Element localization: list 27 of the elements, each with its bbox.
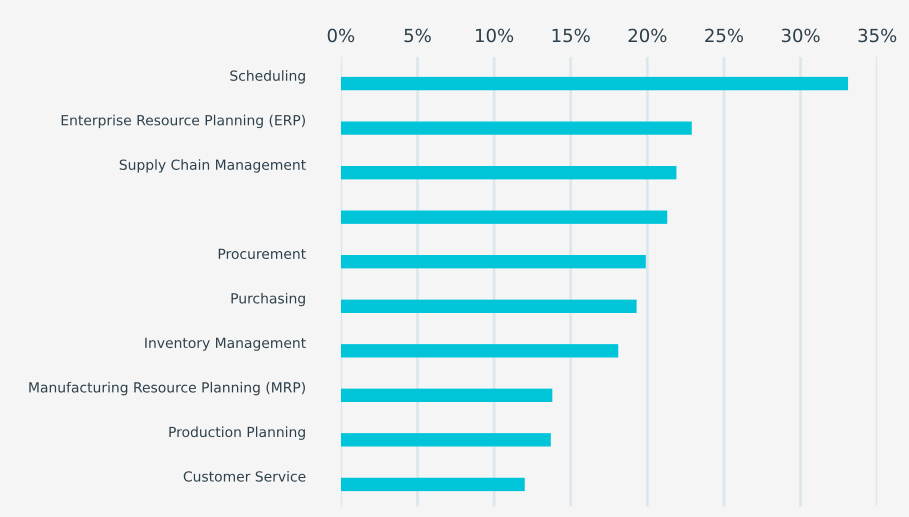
bar	[340, 210, 668, 224]
bar	[340, 121, 692, 135]
y-tick-label: Supply Chain Management	[120, 159, 306, 173]
y-tick-label: Manufacturing Resource Planning (MRP)	[29, 382, 305, 396]
bar	[340, 76, 848, 90]
bar	[340, 344, 618, 358]
bar	[340, 388, 552, 402]
x-tick-label: 0%	[328, 28, 354, 42]
y-tick-label: Purchasing	[232, 292, 305, 306]
x-tick-label: 5%	[404, 28, 431, 42]
y-tick-label: Procurement	[218, 248, 306, 260]
x-tick-label: 30%	[782, 28, 820, 42]
y-tick-label: Enterprise Resource Planning (ERP)	[62, 114, 305, 128]
x-tick-label: 35%	[858, 28, 896, 42]
x-tick-label: 15%	[552, 28, 590, 42]
y-tick-label: Customer Service	[184, 470, 306, 482]
bar	[340, 433, 551, 447]
bar	[340, 478, 525, 492]
bar	[340, 166, 676, 180]
y-tick-label: Inventory Management	[145, 338, 306, 351]
x-tick-label: 20%	[628, 28, 666, 42]
x-tick-label: 25%	[705, 28, 744, 42]
x-tick-label: 10%	[476, 28, 514, 42]
bar	[340, 300, 637, 313]
y-tick-label: Production Planning	[169, 426, 305, 440]
y-tick-label: Scheduling	[230, 70, 305, 84]
bar	[340, 255, 646, 268]
